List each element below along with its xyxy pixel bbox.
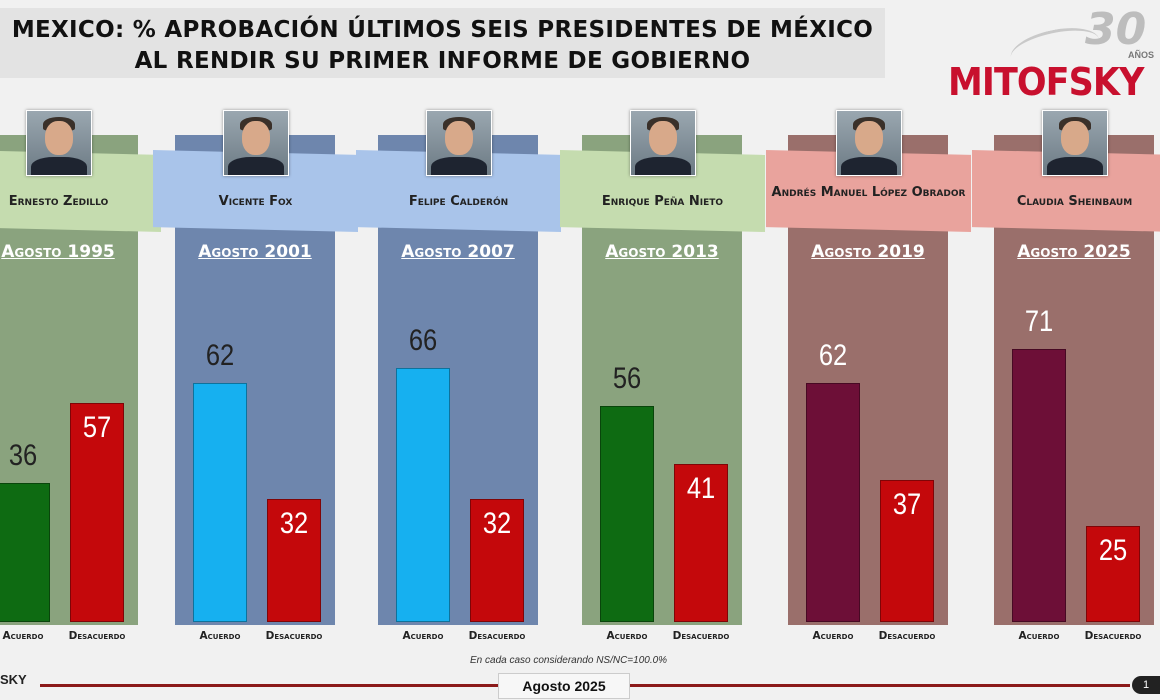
chart-title-line-2: AL RENDIR SU PRIMER INFORME DE GOBIERNO (134, 48, 751, 74)
category-label-desacuerdo: Desacuerdo (68, 630, 126, 642)
survey-date: Agosto 2019 (811, 242, 925, 262)
category-label-acuerdo: Acuerdo (606, 630, 648, 642)
value-label-acuerdo: 56 (612, 362, 642, 396)
bar-desacuerdo (880, 479, 934, 622)
value-label-acuerdo: 62 (205, 339, 235, 373)
footnote: En cada caso considerando NS/NC=100.0% (470, 655, 668, 666)
value-label-acuerdo: 36 (8, 439, 38, 473)
bar-desacuerdo (674, 464, 728, 622)
president-photo (426, 110, 492, 176)
category-label-acuerdo: Acuerdo (402, 630, 444, 642)
photo-face (855, 121, 883, 155)
logo-anos: AÑOS (1128, 50, 1155, 60)
value-label-desacuerdo: 25 (1098, 533, 1128, 567)
president-photo (630, 110, 696, 176)
bar-acuerdo (806, 383, 860, 622)
category-label-acuerdo: Acuerdo (1018, 630, 1060, 642)
category-label-desacuerdo: Desacuerdo (878, 630, 936, 642)
president-name: Felipe Calderón (408, 194, 509, 209)
value-label-desacuerdo: 37 (892, 487, 922, 521)
president-photo (26, 110, 92, 176)
bar-acuerdo (193, 383, 247, 622)
photo-face (242, 121, 270, 155)
logo-anniversary: 30 (1085, 4, 1147, 55)
bar-desacuerdo (470, 498, 524, 622)
footer-logo: SKY (0, 672, 27, 687)
president-photo (223, 110, 289, 176)
president-name: Enrique Peña Nieto (601, 194, 724, 209)
photo-face (445, 121, 473, 155)
bar-acuerdo (0, 483, 50, 622)
bar-desacuerdo (1086, 525, 1140, 622)
survey-date: Agosto 2001 (198, 242, 312, 262)
photo-face (45, 121, 73, 155)
photo-suit (31, 157, 87, 175)
bar-acuerdo (1012, 348, 1066, 622)
bar-acuerdo (396, 367, 450, 622)
category-label-desacuerdo: Desacuerdo (468, 630, 526, 642)
survey-date: Agosto 2013 (605, 242, 719, 262)
value-label-desacuerdo: 32 (279, 506, 309, 540)
category-label-acuerdo: Acuerdo (199, 630, 241, 642)
president-name: Andrés Manuel López Obrador (771, 185, 966, 200)
photo-suit (635, 157, 691, 175)
mitofsky-logo: MITOFSKY (948, 60, 1144, 104)
value-label-desacuerdo: 57 (82, 410, 112, 444)
value-label-acuerdo: 66 (408, 323, 438, 357)
bar-desacuerdo (70, 402, 124, 622)
photo-face (1061, 121, 1089, 155)
survey-date: Agosto 1995 (1, 242, 115, 262)
photo-face (649, 121, 677, 155)
value-label-acuerdo: 62 (818, 339, 848, 373)
survey-date: Agosto 2007 (401, 242, 515, 262)
value-label-acuerdo: 71 (1024, 304, 1054, 338)
bar-desacuerdo (267, 498, 321, 622)
president-name: Vicente Fox (218, 194, 293, 209)
survey-date: Agosto 2025 (1017, 242, 1131, 262)
photo-suit (841, 157, 897, 175)
president-photo (836, 110, 902, 176)
president-name: Ernesto Zedillo (8, 194, 109, 209)
president-photo (1042, 110, 1108, 176)
category-label-desacuerdo: Desacuerdo (265, 630, 323, 642)
photo-suit (431, 157, 487, 175)
photo-suit (228, 157, 284, 175)
chart-title-line-1: MEXICO: % APROBACIÓN ÚLTIMOS SEIS PRESID… (11, 17, 874, 43)
bar-acuerdo (600, 406, 654, 622)
photo-suit (1047, 157, 1103, 175)
footer-date: Agosto 2025 (498, 673, 630, 699)
value-label-desacuerdo: 41 (686, 472, 716, 506)
category-label-desacuerdo: Desacuerdo (1084, 630, 1142, 642)
category-label-desacuerdo: Desacuerdo (672, 630, 730, 642)
title-box (0, 8, 885, 78)
value-label-desacuerdo: 32 (482, 506, 512, 540)
page-number: 1 (1132, 676, 1160, 694)
category-label-acuerdo: Acuerdo (2, 630, 44, 642)
category-label-acuerdo: Acuerdo (812, 630, 854, 642)
president-name: Claudia Sheinbaum (1016, 194, 1133, 209)
